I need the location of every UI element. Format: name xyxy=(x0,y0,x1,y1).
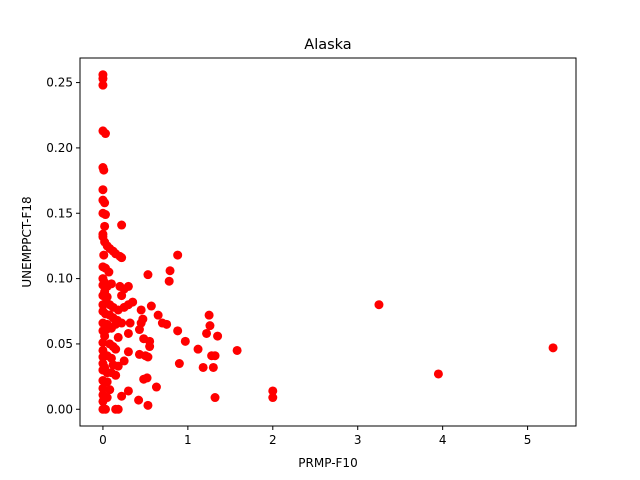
data-point xyxy=(98,80,108,90)
data-point xyxy=(123,386,133,396)
data-point xyxy=(164,276,174,286)
x-axis-label: PRMP-F10 xyxy=(298,456,357,470)
data-point xyxy=(113,332,123,342)
y-tick-label: 0.25 xyxy=(46,76,73,90)
data-point xyxy=(104,267,114,277)
x-tick-label: 4 xyxy=(439,433,447,447)
data-point xyxy=(100,198,110,208)
data-point xyxy=(98,383,108,393)
x-tick-label: 3 xyxy=(354,433,362,447)
data-point xyxy=(106,279,116,289)
y-tick-label: 0.10 xyxy=(46,272,73,286)
data-point xyxy=(374,300,384,310)
data-point xyxy=(143,270,153,280)
data-point xyxy=(123,300,133,310)
data-point xyxy=(268,386,278,396)
data-point xyxy=(193,344,203,354)
data-point xyxy=(136,305,146,315)
data-point xyxy=(123,328,133,338)
ticks-layer: 0 1 2 3 4 5 0.00 0.05 0.10 0.15 0.20 0.25 xyxy=(46,76,531,447)
points-layer xyxy=(98,70,558,414)
data-point xyxy=(143,400,153,410)
y-axis-label: UNEMPPCT-F18 xyxy=(20,196,34,287)
data-point xyxy=(117,318,127,328)
data-point xyxy=(125,318,135,328)
data-point xyxy=(102,377,112,387)
data-point xyxy=(113,404,123,414)
data-point xyxy=(117,391,127,401)
data-point xyxy=(202,328,212,338)
data-point xyxy=(198,362,208,372)
data-point xyxy=(139,374,149,384)
data-point xyxy=(123,347,133,357)
data-point xyxy=(162,319,172,329)
data-point xyxy=(100,221,110,231)
data-point xyxy=(268,393,278,403)
data-point xyxy=(204,310,214,320)
data-point xyxy=(143,352,153,362)
data-point xyxy=(113,361,123,371)
data-point xyxy=(111,344,121,354)
y-tick-label: 0.20 xyxy=(46,141,73,155)
data-point xyxy=(134,395,144,405)
data-point xyxy=(134,325,144,335)
data-point xyxy=(232,345,242,355)
x-tick-label: 5 xyxy=(524,433,532,447)
data-point xyxy=(98,338,108,348)
data-point xyxy=(123,281,133,291)
data-point xyxy=(111,370,121,380)
data-point xyxy=(99,165,109,175)
data-point xyxy=(99,250,109,260)
chart-title: Alaska xyxy=(304,37,351,53)
x-tick-label: 1 xyxy=(184,433,192,447)
data-point xyxy=(208,362,218,372)
x-tick-label: 0 xyxy=(99,433,107,447)
data-point xyxy=(117,253,127,263)
data-point xyxy=(165,266,175,276)
data-point xyxy=(100,129,110,139)
plot-area-frame xyxy=(79,57,577,427)
data-point xyxy=(433,369,443,379)
data-point xyxy=(105,385,115,395)
data-point xyxy=(117,291,127,301)
data-point xyxy=(210,393,220,403)
data-point xyxy=(138,314,148,324)
y-tick-label: 0.05 xyxy=(46,337,73,351)
data-point xyxy=(100,210,110,220)
data-point xyxy=(146,301,156,311)
x-tick-label: 2 xyxy=(269,433,277,447)
data-point xyxy=(98,74,108,84)
data-point xyxy=(153,310,163,320)
data-point xyxy=(106,323,116,333)
data-point xyxy=(205,321,215,331)
data-point xyxy=(151,382,161,392)
data-point xyxy=(98,396,108,406)
data-point xyxy=(173,250,183,260)
data-point xyxy=(98,185,108,195)
y-tick-label: 0.00 xyxy=(46,402,73,416)
data-point xyxy=(210,351,220,361)
data-point xyxy=(100,404,110,414)
data-point xyxy=(548,343,558,353)
data-point xyxy=(173,326,183,336)
data-point xyxy=(117,220,127,230)
y-tick-label: 0.15 xyxy=(46,206,73,220)
data-point xyxy=(145,342,155,352)
data-point xyxy=(213,331,223,341)
data-point xyxy=(180,336,190,346)
data-point xyxy=(119,356,129,366)
data-point xyxy=(174,359,184,369)
